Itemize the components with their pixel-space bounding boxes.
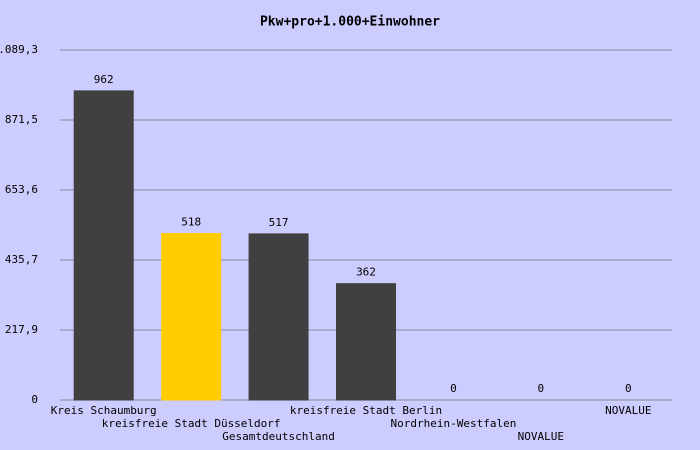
y-tick-label: 217,9 xyxy=(5,323,38,336)
x-tick-label: NOVALUE xyxy=(518,430,564,443)
bar xyxy=(161,233,222,401)
value-label: 0 xyxy=(538,382,545,395)
value-label: 962 xyxy=(94,73,114,86)
x-tick-label: NOVALUE xyxy=(605,404,651,417)
value-label: 0 xyxy=(450,382,457,395)
bar xyxy=(248,233,309,401)
bar xyxy=(73,90,134,401)
y-tick-label: 435,7 xyxy=(5,253,38,266)
bar xyxy=(336,283,396,401)
value-label: 362 xyxy=(356,266,376,279)
x-tick-label: Kreis Schaumburg xyxy=(51,404,157,417)
y-tick-label: 653,6 xyxy=(5,183,38,196)
x-tick-label: kreisfreie Stadt Berlin xyxy=(290,404,442,417)
value-label: 0 xyxy=(625,382,632,395)
y-tick-label: 0 xyxy=(31,393,38,406)
value-label: 517 xyxy=(269,216,289,229)
x-tick-label: Nordrhein-Westfalen xyxy=(391,417,517,430)
value-label: 518 xyxy=(181,216,201,229)
chart-title: Pkw+pro+1.000+Einwohner xyxy=(260,15,440,30)
y-tick-label: 1.089,3 xyxy=(0,43,38,56)
x-tick-label: Gesamtdeutschland xyxy=(222,430,335,443)
y-tick-label: 871,5 xyxy=(5,113,38,126)
x-tick-label: kreisfreie Stadt Düsseldorf xyxy=(102,417,281,430)
